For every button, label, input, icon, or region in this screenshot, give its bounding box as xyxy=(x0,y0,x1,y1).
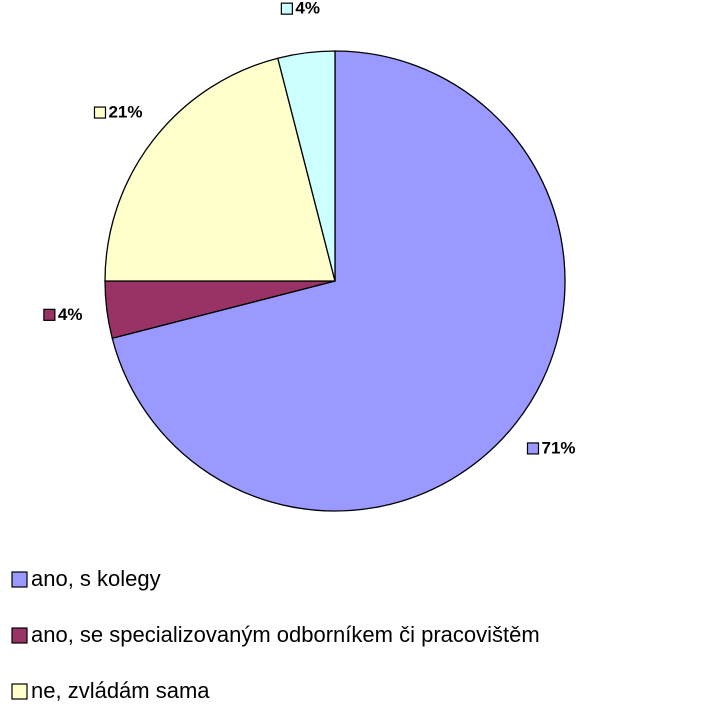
pie-slice xyxy=(111,50,566,512)
value-label-marker xyxy=(526,442,540,455)
value-label: 71% xyxy=(541,438,575,457)
legend-marker xyxy=(11,627,28,644)
value-label: 21% xyxy=(108,103,142,122)
value-label-marker xyxy=(93,106,107,119)
pie-slice xyxy=(277,50,336,282)
value-label: 4% xyxy=(58,305,83,324)
value-label: 4% xyxy=(295,0,320,18)
value-label-marker xyxy=(43,308,56,321)
legend-marker xyxy=(11,571,28,588)
legend-label: ano, s kolegy xyxy=(31,566,161,591)
pie-slice xyxy=(104,57,336,282)
legend-label: ne, zvládám sama xyxy=(31,678,210,703)
value-label-marker xyxy=(280,2,293,15)
legend-marker xyxy=(11,683,28,700)
legend-label: ano, se specializovaným odborníkem či pr… xyxy=(31,622,540,647)
